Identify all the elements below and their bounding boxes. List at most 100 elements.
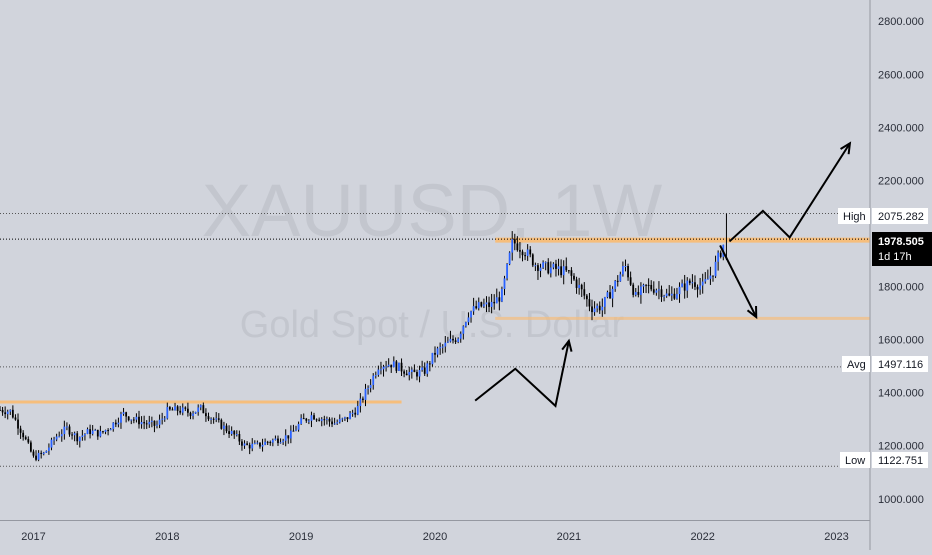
candle-body <box>0 409 1 411</box>
candle-body <box>318 419 321 421</box>
candle-body <box>570 270 573 276</box>
candle-body <box>385 366 387 368</box>
time-tick-label: 2023 <box>824 531 848 543</box>
arrow-path[interactable] <box>719 244 758 318</box>
candle-body <box>537 265 539 271</box>
high-label-text: High <box>843 211 866 223</box>
time-tick-label: 2021 <box>557 531 581 543</box>
candle-body <box>300 418 303 424</box>
candle-body <box>585 295 588 300</box>
time-axis[interactable]: 2017 2018 2019 2020 2021 2022 2023 <box>21 531 849 543</box>
candle-body <box>310 415 313 421</box>
candle-body <box>91 430 94 434</box>
low-label-value: 1122.751 <box>878 455 923 467</box>
candle-body <box>171 409 174 411</box>
candle-body <box>76 433 79 442</box>
candlestick-series <box>0 213 727 462</box>
time-tick-label: 2022 <box>690 531 714 543</box>
candle-body <box>614 280 617 289</box>
candle-body <box>297 423 300 430</box>
current-price-value: 1978.505 <box>878 236 924 248</box>
candle-body <box>506 264 508 279</box>
candle-body <box>60 434 63 437</box>
candle-body <box>380 369 382 371</box>
candle-body <box>86 429 89 434</box>
candle-body <box>398 362 400 371</box>
candle-body <box>130 419 133 421</box>
candle-body <box>444 342 447 347</box>
candle-body <box>714 261 717 277</box>
candle-body <box>341 418 344 420</box>
candle-body <box>485 302 488 305</box>
candle-body <box>145 423 148 425</box>
candle-body <box>333 423 336 425</box>
candle-body <box>410 369 413 373</box>
candle-body <box>81 435 84 438</box>
candle-body <box>186 408 189 413</box>
candle-body <box>184 407 187 409</box>
candle-body <box>125 412 128 417</box>
candle-body <box>454 340 457 342</box>
candle-body <box>120 414 122 423</box>
candle-body <box>274 438 277 440</box>
candle-body <box>562 266 565 276</box>
candle-body <box>168 407 171 410</box>
candle-body <box>17 419 19 429</box>
candle-body <box>68 426 71 435</box>
candle-body <box>660 289 663 297</box>
arrow-path[interactable] <box>474 340 570 408</box>
candle-body <box>583 289 586 296</box>
candle-body <box>181 407 184 413</box>
candle-body <box>73 433 76 436</box>
candle-body <box>331 421 333 425</box>
candle-body <box>161 418 164 420</box>
candle-body <box>163 418 166 420</box>
candle-body <box>29 442 32 452</box>
candle-body <box>601 306 604 311</box>
candle-body <box>217 418 220 420</box>
price-axis[interactable]: 2800.000 2600.000 2400.000 2200.000 1800.000… <box>878 16 924 506</box>
candle-body <box>544 262 547 264</box>
candle-body <box>305 418 308 421</box>
candle-body <box>434 352 436 355</box>
price-tick-label: 2600.000 <box>878 69 924 81</box>
candle-body <box>598 305 601 311</box>
candle-body <box>351 412 354 414</box>
candle-body <box>194 411 197 414</box>
candle-body <box>611 288 614 299</box>
candle-body <box>483 304 485 307</box>
candle-body <box>640 286 642 295</box>
candle-body <box>418 370 421 377</box>
candle-body <box>493 301 496 304</box>
candle-body <box>670 293 673 296</box>
candle-body <box>593 308 596 313</box>
price-tick-label: 2200.000 <box>878 175 924 187</box>
arrow-head <box>561 338 573 352</box>
candle-body <box>403 371 406 374</box>
price-tick-label: 2400.000 <box>878 122 924 134</box>
candle-body <box>539 267 542 271</box>
candle-body <box>596 305 599 309</box>
candle-body <box>127 416 130 421</box>
candle-body <box>89 429 91 434</box>
candle-body <box>565 266 568 271</box>
candle-body <box>243 443 246 446</box>
candle-body <box>266 441 269 443</box>
candle-body <box>549 267 552 274</box>
candle-body <box>9 409 12 412</box>
candle-body <box>109 429 112 431</box>
candle-body <box>14 417 17 420</box>
candle-body <box>313 415 315 420</box>
candle-body <box>264 441 267 445</box>
candle-body <box>676 294 678 299</box>
candle-body <box>354 412 357 415</box>
candle-body <box>307 420 310 422</box>
arrow-path[interactable] <box>728 142 851 243</box>
candle-body <box>235 434 238 436</box>
candle-body <box>529 249 532 255</box>
candle-body <box>138 416 140 425</box>
time-tick-label: 2017 <box>21 531 45 543</box>
candle-body <box>621 266 624 275</box>
